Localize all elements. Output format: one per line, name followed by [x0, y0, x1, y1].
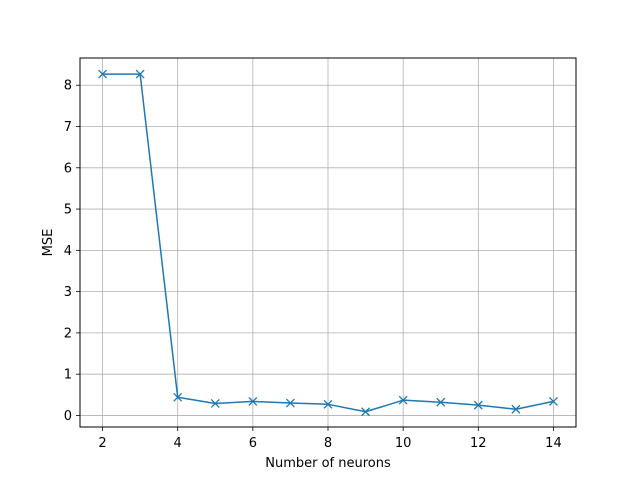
data-point-marker	[323, 399, 333, 409]
data-point-marker	[135, 69, 145, 79]
y-tick-label: 4	[64, 244, 72, 259]
x-tick-label: 6	[249, 436, 257, 451]
x-tick-label: 4	[174, 436, 182, 451]
data-point-marker	[210, 399, 220, 408]
y-tick-label: 1	[64, 368, 72, 383]
data-point-marker	[248, 396, 258, 406]
x-tick-label: 10	[395, 436, 412, 451]
data-point-marker	[173, 392, 183, 402]
y-tick-label: 3	[64, 285, 72, 300]
data-point-marker	[548, 396, 558, 406]
x-tick-label: 12	[470, 436, 487, 451]
data-point-marker	[98, 69, 108, 79]
data-point-marker	[436, 397, 446, 407]
x-axis-label: Number of neurons	[265, 456, 391, 471]
series-layer	[98, 69, 558, 417]
y-tick-label: 6	[64, 161, 72, 176]
y-axis-label: MSE	[41, 229, 56, 257]
grid-lines	[80, 58, 576, 427]
y-tick-label: 0	[64, 409, 72, 424]
x-tick-label: 2	[98, 436, 106, 451]
x-tick-label: 14	[545, 436, 562, 451]
data-point-marker	[398, 395, 408, 405]
x-tick-label: 8	[324, 436, 332, 451]
data-point-marker	[361, 407, 371, 417]
y-tick-label: 2	[64, 326, 72, 341]
data-point-marker	[473, 400, 483, 410]
y-tick-label: 8	[64, 79, 72, 94]
data-point-marker	[511, 404, 521, 414]
y-tick-label: 5	[64, 203, 72, 218]
data-point-marker	[285, 398, 295, 408]
y-tick-label: 7	[64, 120, 72, 135]
